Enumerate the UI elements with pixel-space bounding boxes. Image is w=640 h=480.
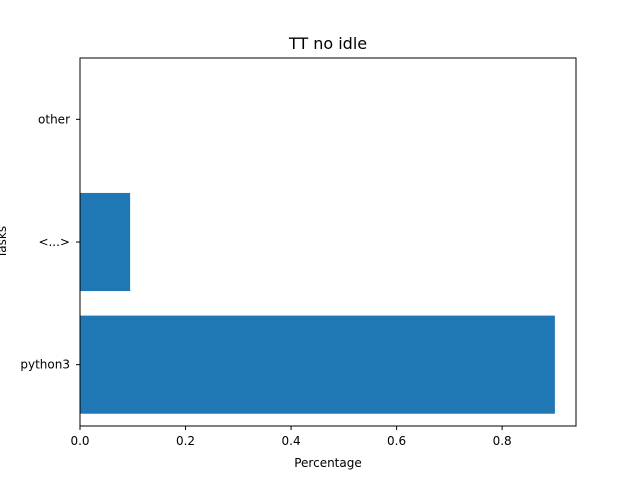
bar-1 — [80, 192, 131, 292]
x-axis-label: Percentage — [294, 456, 362, 470]
x-tick-label-1: 0.2 — [176, 434, 195, 448]
x-tick-label-0: 0.0 — [70, 434, 89, 448]
chart-title: TT no idle — [288, 34, 367, 53]
x-tick-label-4: 0.8 — [493, 434, 512, 448]
y-tick-label-0: python3 — [20, 358, 70, 372]
bar-0 — [80, 315, 555, 414]
y-tick-label-1: <...> — [38, 235, 70, 249]
x-tick-label-2: 0.4 — [282, 434, 301, 448]
y-tick-label-2: other — [38, 112, 70, 126]
x-tick-label-3: 0.6 — [387, 434, 406, 448]
y-axis-label: Tasks — [0, 226, 9, 259]
